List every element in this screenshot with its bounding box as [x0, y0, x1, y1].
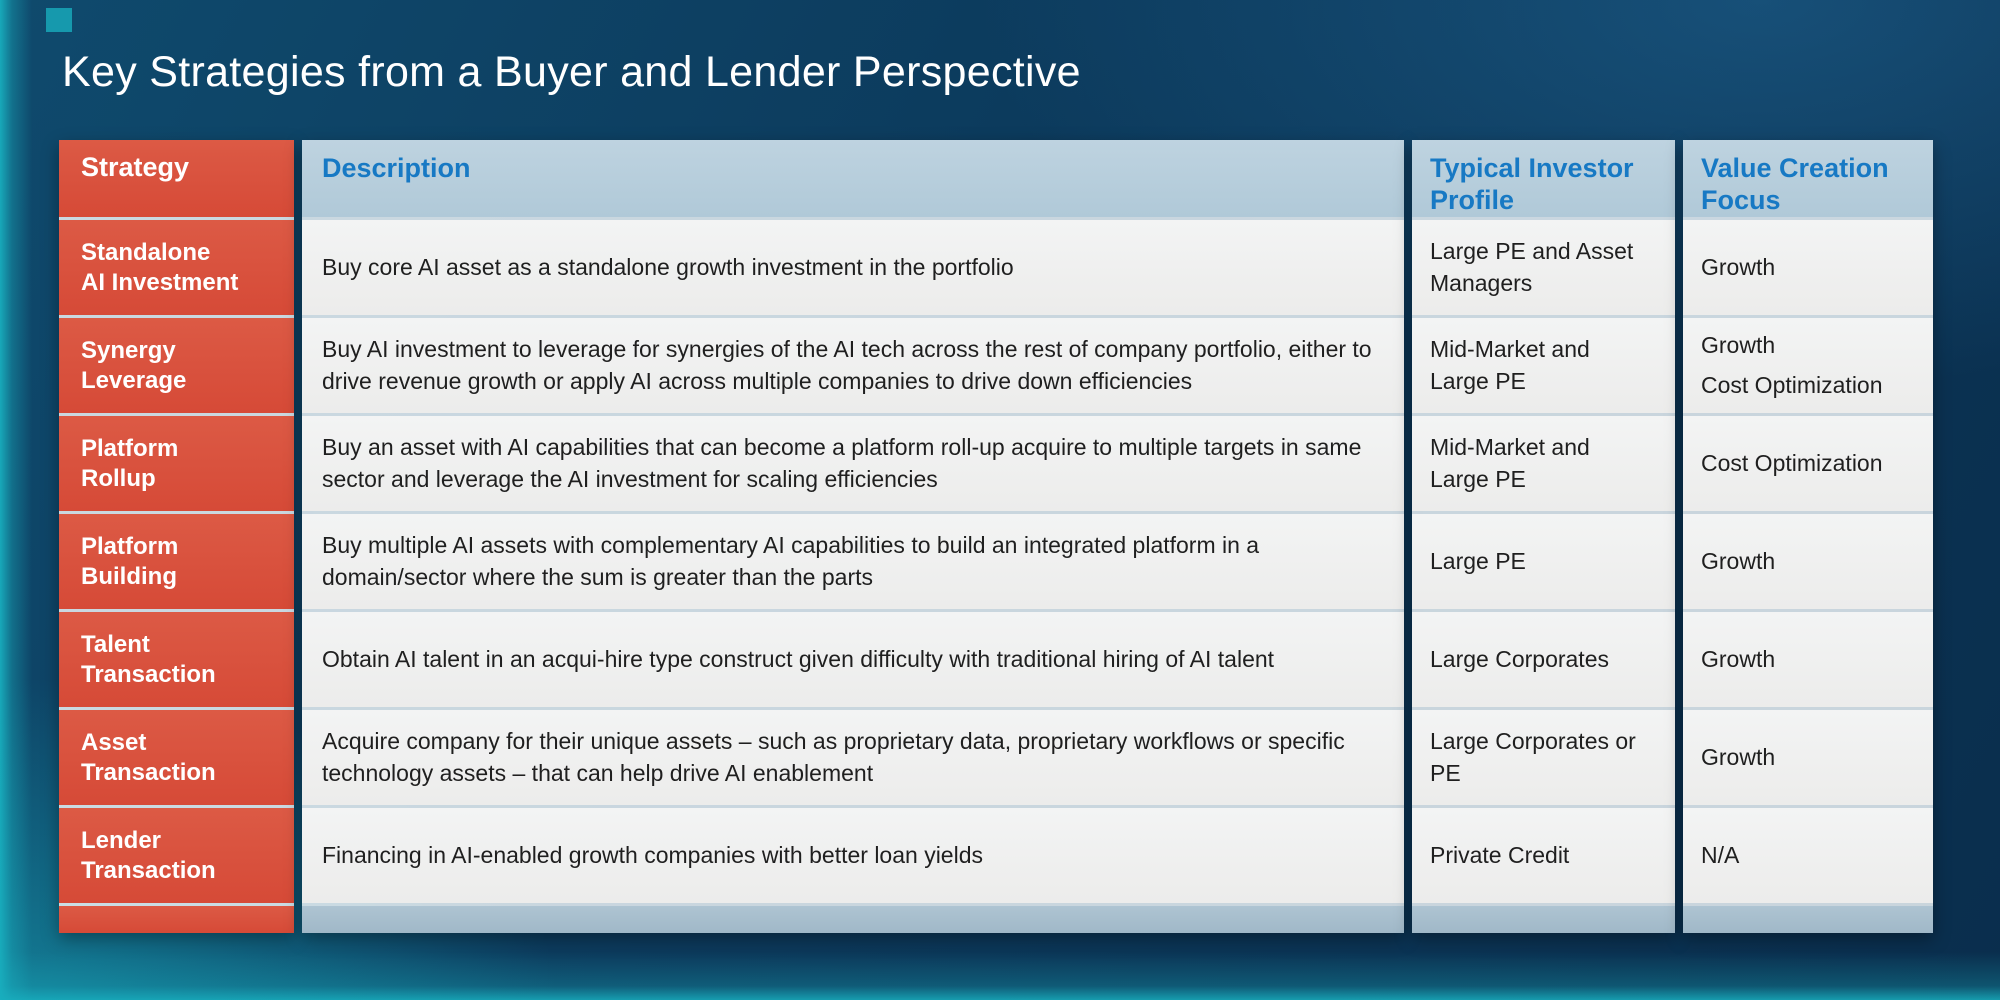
table-footer-investor-profile	[1412, 906, 1675, 933]
description-cell: Acquire company for their unique assets …	[302, 710, 1404, 805]
column-value-creation-focus: Value Creation Focus Growth Growth Cost …	[1683, 140, 1933, 933]
column-investor-profile: Typical Investor Profile Large PE and As…	[1412, 140, 1675, 933]
strategy-cell: Platform Rollup	[59, 416, 294, 511]
description-cell: Financing in AI-enabled growth companies…	[302, 808, 1404, 903]
strategy-cell: Synergy Leverage	[59, 318, 294, 413]
header-cell-strategy: Strategy	[59, 140, 294, 217]
investor-profile-cell: Large Corporates or PE	[1412, 710, 1675, 805]
table-footer-value-creation-focus	[1683, 906, 1933, 933]
value-focus-cell: N/A	[1683, 808, 1933, 903]
column-description: Description Buy core AI asset as a stand…	[302, 140, 1404, 933]
strategy-cell: Lender Transaction	[59, 808, 294, 903]
strategy-cell: Platform Building	[59, 514, 294, 609]
strategies-table: Strategy Standalone AI Investment Synerg…	[59, 140, 1933, 933]
description-cell: Buy an asset with AI capabilities that c…	[302, 416, 1404, 511]
description-cell: Buy AI investment to leverage for synerg…	[302, 318, 1404, 413]
header-cell-investor-profile: Typical Investor Profile	[1412, 140, 1675, 217]
description-cell: Buy core AI asset as a standalone growth…	[302, 220, 1404, 315]
value-focus-cell: Growth	[1683, 514, 1933, 609]
investor-profile-cell: Large PE and Asset Managers	[1412, 220, 1675, 315]
table-footer-description	[302, 906, 1404, 933]
investor-profile-cell: Mid-Market and Large PE	[1412, 318, 1675, 413]
strategy-cell: Standalone AI Investment	[59, 220, 294, 315]
teal-accent-square	[46, 8, 72, 32]
table-footer-strategy	[59, 906, 294, 933]
investor-profile-cell: Large PE	[1412, 514, 1675, 609]
investor-profile-cell: Mid-Market and Large PE	[1412, 416, 1675, 511]
description-cell: Obtain AI talent in an acqui-hire type c…	[302, 612, 1404, 707]
value-focus-cell: Growth	[1683, 612, 1933, 707]
header-cell-value-creation-focus: Value Creation Focus	[1683, 140, 1933, 217]
strategy-cell: Asset Transaction	[59, 710, 294, 805]
value-focus-cell: Cost Optimization	[1683, 416, 1933, 511]
investor-profile-cell: Private Credit	[1412, 808, 1675, 903]
strategy-cell: Talent Transaction	[59, 612, 294, 707]
investor-profile-cell: Large Corporates	[1412, 612, 1675, 707]
description-cell: Buy multiple AI assets with complementar…	[302, 514, 1404, 609]
value-focus-cell: Growth	[1683, 710, 1933, 805]
column-strategy: Strategy Standalone AI Investment Synerg…	[59, 140, 294, 933]
slide-title: Key Strategies from a Buyer and Lender P…	[62, 48, 1081, 96]
value-focus-cell: Growth	[1683, 220, 1933, 315]
header-cell-description: Description	[302, 140, 1404, 217]
value-focus-cell: Growth Cost Optimization	[1683, 318, 1933, 413]
